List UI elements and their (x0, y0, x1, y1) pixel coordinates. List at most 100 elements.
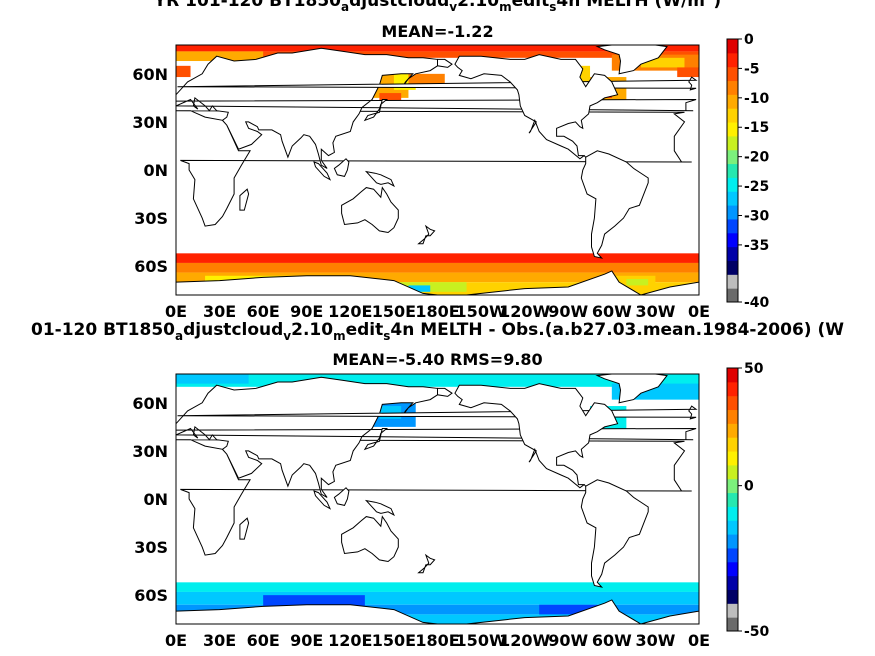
colorbar-swatch (727, 191, 738, 206)
colorbar-swatch (727, 163, 738, 178)
y-tick-label: 30N (132, 113, 168, 132)
plot-frame (175, 44, 700, 296)
coastline (239, 517, 250, 540)
colorbar-swatch (727, 506, 738, 521)
chart-title: 01-120 BT1850adjustcloudv2.10medits4n ME… (30, 320, 844, 340)
x-tick-label: 90W (548, 302, 588, 321)
colorbar-swatch (727, 39, 738, 54)
colorbar-tick-label: -30 (744, 208, 770, 224)
y-tick-label: 30S (134, 538, 168, 557)
coastline (313, 161, 332, 181)
x-tick-label: 120E (328, 631, 372, 650)
coastline (341, 186, 399, 234)
colorbar-swatch (727, 274, 738, 289)
colorbar-tick-label: -5 (744, 61, 760, 77)
y-tick-label: 30S (134, 209, 168, 228)
colorbar-tick-label: -20 (744, 150, 770, 166)
colorbar-swatch (727, 260, 738, 275)
x-tick-label: 0E (688, 631, 710, 650)
x-tick-label: 30E (203, 631, 236, 650)
colorbar-tick-label: -40 (744, 295, 770, 311)
colorbar-swatch (727, 108, 738, 123)
colorbar-swatch (727, 451, 738, 466)
map-area (176, 374, 699, 624)
x-tick-label: 120W (499, 631, 550, 650)
colorbar-swatch (727, 288, 738, 303)
y-tick-label: 0N (143, 490, 168, 509)
colorbar-swatch (727, 368, 738, 383)
coastline (454, 383, 619, 489)
colorbar-swatch (727, 464, 738, 480)
colorbar-frame (726, 367, 739, 632)
coastline (333, 158, 350, 177)
coastline (333, 487, 350, 506)
ocean-field-cell (408, 285, 431, 292)
colorbar-swatch (727, 575, 738, 590)
colorbar-swatch (727, 520, 738, 535)
colorbar-swatch (727, 135, 738, 151)
x-tick-label: 120W (499, 302, 550, 321)
x-tick-label: 30W (635, 631, 675, 650)
y-tick-label: 60N (132, 394, 168, 413)
x-tick-label: 90E (290, 631, 323, 650)
x-tick-label: 90E (290, 302, 323, 321)
coastline (595, 45, 668, 75)
x-tick-label: 60W (592, 631, 632, 650)
ocean-field-cell (176, 51, 699, 58)
x-tick-label: 60W (592, 302, 632, 321)
colorbar-swatch (727, 66, 738, 82)
y-tick-label: 0N (143, 161, 168, 180)
colorbar-swatch (727, 617, 738, 632)
chart-subtitle: MEAN=-1.22 (381, 22, 494, 41)
colorbar-swatch (727, 478, 738, 494)
colorbar-frame (726, 38, 739, 303)
x-tick-label: 60E (247, 302, 280, 321)
colorbar-swatch (727, 122, 738, 137)
colorbar-swatch (727, 437, 738, 452)
colorbar-swatch (727, 492, 738, 507)
antarctica-coast (176, 599, 699, 624)
coastline (313, 490, 332, 510)
ocean-field-cell (176, 45, 699, 52)
colorbar-tick-label: -50 (744, 624, 770, 640)
colorbar-swatch (727, 177, 738, 192)
chart-title: YR 101-120 BT1850adjustcloudv2.10medits4… (153, 0, 722, 11)
coastline (595, 374, 668, 404)
colorbar-tick-label: 0 (744, 479, 754, 495)
colorbar-swatch (727, 232, 738, 248)
colorbar-swatch (727, 561, 738, 577)
coastline (176, 376, 697, 498)
coastline (239, 188, 250, 211)
coastline (454, 54, 619, 160)
colorbar-swatch (727, 409, 738, 424)
ocean-field-cell (379, 406, 402, 419)
x-tick-label: 150E (372, 302, 416, 321)
ocean-field-cell (677, 67, 699, 78)
colorbar-swatch (727, 149, 738, 165)
ocean-field-cell (626, 278, 649, 286)
coastline (417, 553, 436, 574)
x-tick-label: 150E (372, 631, 416, 650)
colorbar-swatch (727, 395, 738, 411)
x-tick-label: 90W (548, 631, 588, 650)
coastline (363, 428, 389, 451)
ocean-field-cell (640, 57, 685, 68)
colorbar-swatch (727, 423, 738, 438)
plot-frame (175, 373, 700, 625)
coastline (437, 58, 453, 68)
ocean-field-cell (176, 262, 699, 273)
ocean-field-cell (176, 65, 191, 78)
coastline (364, 499, 395, 517)
coastline (363, 99, 389, 122)
chart-subtitle: MEAN=-5.40 RMS=9.80 (332, 350, 543, 369)
x-tick-label: 30W (635, 302, 675, 321)
colorbar-swatch (727, 589, 738, 604)
colorbar-swatch (727, 603, 738, 618)
coastline (437, 387, 453, 397)
heatmap-panel-1: 60N 30N 0N 30S 60S 0E 30E 60E 90E 120E 150E 180E150… (132, 32, 769, 321)
colorbar-tick-label: -10 (744, 91, 770, 107)
x-tick-label: 180E (415, 631, 459, 650)
coastline (580, 479, 649, 588)
colorbar-tick-label: -15 (744, 120, 769, 136)
